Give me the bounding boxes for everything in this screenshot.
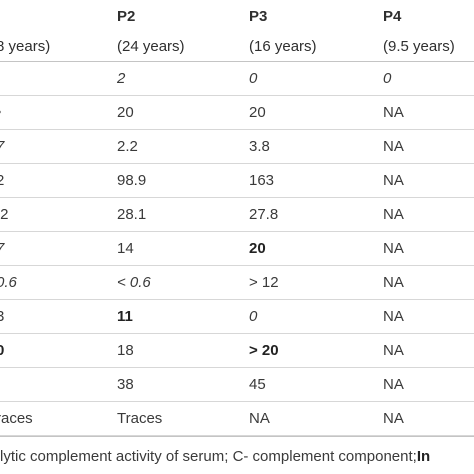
table-cell: 3.8: [249, 138, 270, 155]
table-cell: 3: [0, 308, 5, 325]
table-row: .2 28.1 27.8 NA: [0, 198, 474, 232]
table-cell: 0.6: [0, 274, 17, 291]
table-cell: 2.2: [117, 138, 138, 155]
table-row: 7 2.2 3.8 NA: [0, 130, 474, 164]
header-col-p4: P4: [383, 7, 402, 25]
header-age-p3: (16 years): [249, 38, 317, 55]
table-cell: 7: [0, 130, 4, 163]
table-cell: .2: [0, 206, 9, 223]
table-body: 200•2020NA72.23.8NA298.9163NA.228.127.8N…: [0, 62, 474, 436]
table-cell: 0: [249, 308, 258, 325]
table-cell: 20: [249, 240, 266, 257]
table-cell: NA: [383, 240, 404, 257]
header-age-p2: (24 years): [117, 38, 185, 55]
table-cell: 38: [117, 376, 134, 393]
table-cell: 11: [117, 308, 133, 325]
footnote: lytic complement activity of serum; C- c…: [0, 438, 474, 474]
table-cell: 0: [249, 70, 258, 87]
table-cell: 28.1: [117, 206, 147, 223]
table-cell: > 12: [249, 274, 279, 291]
footnote-bold-tail: In: [416, 447, 431, 465]
table-cell: NA: [383, 206, 404, 223]
table-cell: NA: [383, 308, 404, 325]
table-row: • 20 20 NA: [0, 96, 474, 130]
table-cell: 98.9: [117, 172, 147, 189]
table-cell: Traces: [117, 410, 163, 427]
table-cell: NA: [383, 104, 404, 121]
table-cell: 45: [249, 376, 266, 393]
table-row: races Traces NA NA: [0, 402, 474, 436]
table-cell: NA: [383, 172, 404, 189]
table-cell: NA: [383, 274, 404, 291]
table-cell: 27.8: [249, 206, 279, 223]
table-cell: 14: [117, 240, 134, 257]
header-col-p2: P2: [117, 7, 136, 25]
table-cell: NA: [249, 410, 270, 427]
table-row: 38 45 NA: [0, 368, 474, 402]
table-cell: 2: [117, 70, 126, 87]
table-row: 7 14 20 NA: [0, 232, 474, 266]
header-row-ages: 8 years) (24 years) (16 years) (9.5 year…: [0, 32, 474, 62]
header-row-patients: P2 P3 P4: [0, 0, 474, 32]
table-cell: 20: [117, 104, 134, 121]
table-cell: •: [0, 96, 1, 129]
header-col-p3: P3: [249, 7, 268, 25]
header-age-0: 8 years): [0, 38, 51, 55]
table-cell: NA: [383, 410, 404, 427]
data-table: P2 P3 P4 8 years) (24 years) (16 years) …: [0, 0, 474, 436]
table-cell: > 20: [249, 342, 279, 359]
table-cell: 2: [0, 172, 5, 189]
footnote-divider: [0, 436, 474, 437]
table-row: 0 18 > 20 NA: [0, 334, 474, 368]
table-cell: 0: [383, 70, 392, 87]
table-row: 3 11 0 NA: [0, 300, 474, 334]
table-cell: 163: [249, 172, 275, 189]
table-cell: NA: [383, 376, 404, 393]
table-row: 0.6 < 0.6 > 12 NA: [0, 266, 474, 300]
table-cell: 0: [0, 342, 5, 359]
table-cell: 18: [117, 342, 134, 359]
header-age-p4: (9.5 years): [383, 38, 455, 55]
table-cell: races: [0, 410, 33, 427]
table-cell: < 0.6: [117, 274, 151, 291]
table-row: 2 0 0: [0, 62, 474, 96]
table-cell: NA: [383, 138, 404, 155]
table-row: 2 98.9 163 NA: [0, 164, 474, 198]
table-cell: 7: [0, 232, 4, 265]
footnote-text: lytic complement activity of serum; C- c…: [0, 447, 417, 465]
table-cell: NA: [383, 342, 404, 359]
table-cell: 20: [249, 104, 266, 121]
